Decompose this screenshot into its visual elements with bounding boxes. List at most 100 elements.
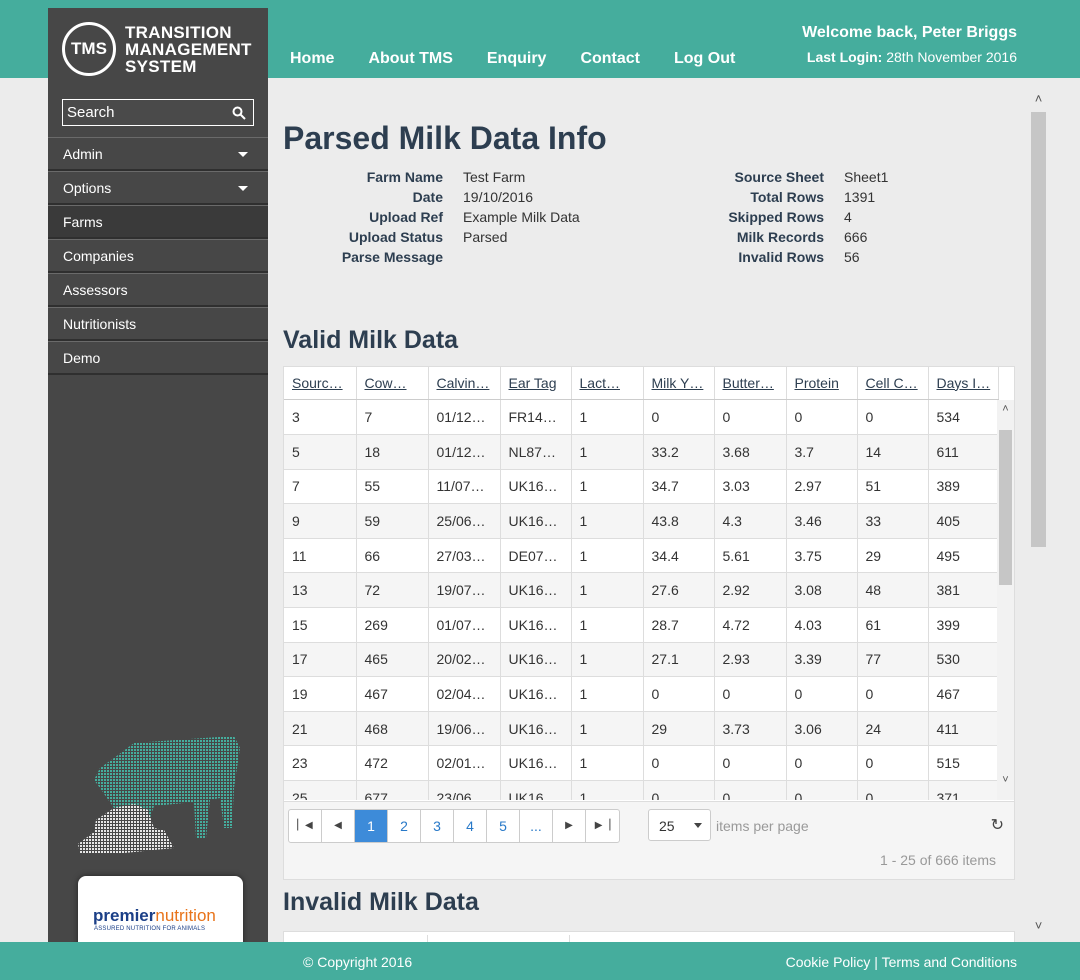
table-row[interactable]: 5 18 01/12… NL87… 1 33.2 3.68 3.7 14 611 (284, 434, 998, 470)
table-row[interactable]: 23 472 02/01… UK16… 1 0 0 0 0 515 (284, 745, 998, 782)
info-key: Source Sheet (734, 169, 824, 185)
table-cell: 59 (356, 503, 429, 539)
table-cell: UK16… (500, 642, 572, 678)
column-header[interactable]: Days I… (928, 367, 999, 400)
table-cell: 0 (643, 400, 715, 436)
table-row[interactable]: 15 269 01/07… UK16… 1 28.7 4.72 4.03 61 399 (284, 607, 998, 643)
search-input[interactable] (63, 100, 228, 125)
table-cell: 33 (857, 503, 929, 539)
tms-logo[interactable]: TMS TRANSITION MANAGEMENT SYSTEM (62, 22, 262, 82)
table-cell: 3 (284, 400, 357, 436)
sidebar-item-farms[interactable]: Farms (48, 205, 268, 239)
column-divider (569, 935, 570, 942)
nav-home[interactable]: Home (290, 50, 335, 67)
footer-separator: | (870, 954, 882, 970)
table-cell: 25 (284, 780, 357, 800)
table-cell: 515 (928, 745, 998, 782)
sidebar-item-label: Admin (63, 146, 103, 162)
sidebar-item-nutritionists[interactable]: Nutritionists (48, 307, 268, 341)
nav-enquiry[interactable]: Enquiry (486, 50, 547, 67)
pagination: ▏◀ ◀ 1 2 3 4 5 ... ▶ ▶▕ (288, 809, 620, 843)
column-header[interactable]: Sourc… (284, 367, 357, 400)
table-row[interactable]: 9 59 25/06… UK16… 1 43.8 4.3 3.46 33 405 (284, 503, 998, 539)
page-scroll-thumb[interactable] (1031, 112, 1046, 547)
column-header[interactable]: Ear Tag (500, 367, 572, 400)
column-header[interactable]: Cow… (356, 367, 429, 400)
prev-page-button[interactable]: ◀ (322, 810, 355, 842)
items-per-page-label: items per page (716, 818, 809, 834)
first-page-button[interactable]: ▏◀ (289, 810, 322, 842)
valid-data-title: Valid Milk Data (283, 326, 459, 354)
invalid-data-title: Invalid Milk Data (283, 888, 479, 916)
info-row: Date 19/10/2016 (283, 187, 580, 207)
page-button[interactable]: 1 (355, 810, 388, 842)
table-row[interactable]: 17 465 20/02… UK16… 1 27.1 2.93 3.39 77 530 (284, 642, 998, 678)
table-cell: 66 (356, 538, 429, 574)
page-title: Parsed Milk Data Info (283, 120, 607, 156)
column-header[interactable]: Lact… (571, 367, 644, 400)
column-header[interactable]: Cell C… (857, 367, 929, 400)
chevron-up-icon[interactable]: ˄ (1002, 403, 1009, 415)
cookie-policy-link[interactable]: Cookie Policy (785, 954, 871, 970)
page-button[interactable]: 3 (421, 810, 454, 842)
table-row[interactable]: 7 55 11/07… UK16… 1 34.7 3.03 2.97 51 389 (284, 469, 998, 505)
table-row[interactable]: 19 467 02/04… UK16… 1 0 0 0 0 467 (284, 676, 998, 712)
page-size-select[interactable]: 25 (648, 809, 711, 841)
column-header[interactable]: Calvin… (428, 367, 501, 400)
page-scrollbar[interactable]: ˄ ˅ (1030, 92, 1047, 932)
grid-scroll-thumb[interactable] (999, 430, 1012, 585)
table-cell: 0 (714, 676, 787, 712)
table-cell: 20/02… (428, 642, 501, 678)
page-button[interactable]: 2 (388, 810, 421, 842)
info-value: Parsed (463, 229, 508, 245)
table-row[interactable]: 3 7 01/12… FR14… 1 0 0 0 0 534 (284, 400, 998, 436)
more-pages-button[interactable]: ... (520, 810, 553, 842)
table-cell: 0 (786, 745, 858, 782)
column-header[interactable]: Milk Y… (643, 367, 715, 400)
nav-contact[interactable]: Contact (580, 50, 640, 67)
column-header[interactable]: Butter… (714, 367, 787, 400)
table-cell: 29 (643, 711, 715, 747)
info-value: Sheet1 (844, 169, 889, 185)
refresh-icon[interactable]: ↻ (990, 817, 1004, 834)
page-size-value: 25 (659, 818, 675, 834)
table-cell: 389 (928, 469, 998, 505)
chevron-down-icon[interactable]: ˅ (1002, 774, 1009, 786)
info-value: 1391 (844, 189, 876, 205)
info-value: 56 (844, 249, 860, 265)
page-button[interactable]: 4 (454, 810, 487, 842)
table-cell: 19/07… (428, 572, 501, 609)
sidebar-item-options[interactable]: Options (48, 171, 268, 205)
main-content: Parsed Milk Data Info Farm Name Test Farm… (268, 78, 1048, 942)
search-icon[interactable] (232, 106, 246, 120)
table-cell: 2.93 (714, 642, 787, 678)
table-row[interactable]: 11 66 27/03… DE07… 1 34.4 5.61 3.75 29 495 (284, 538, 998, 574)
table-cell: 34.7 (643, 469, 715, 505)
table-cell: 269 (356, 607, 429, 643)
logo-line-3: SYSTEM (125, 57, 197, 76)
nav-logout[interactable]: Log Out (674, 50, 736, 67)
table-cell: 27/03… (428, 538, 501, 574)
table-cell: 13 (284, 572, 357, 609)
column-header[interactable]: Protein (786, 367, 858, 400)
page-button[interactable]: 5 (487, 810, 520, 842)
table-cell: 381 (928, 572, 998, 609)
sidebar-item-admin[interactable]: Admin (48, 137, 268, 171)
valid-grid-body[interactable]: 3 7 01/12… FR14… 1 0 0 0 0 534 5 18 01/12… NL87… 1 33.2… (284, 400, 998, 800)
sidebar-item-assessors[interactable]: Assessors (48, 273, 268, 307)
next-page-button[interactable]: ▶ (553, 810, 586, 842)
terms-link[interactable]: Terms and Conditions (881, 954, 1017, 970)
sidebar-search (62, 99, 254, 126)
tms-logo-text: TRANSITION MANAGEMENT SYSTEM (125, 24, 252, 75)
nav-about[interactable]: About TMS (368, 50, 453, 67)
sidebar-item-companies[interactable]: Companies (48, 239, 268, 273)
chevron-down-icon[interactable]: ˅ (1034, 918, 1043, 933)
sidebar-item-demo[interactable]: Demo (48, 341, 268, 375)
last-page-button[interactable]: ▶▕ (594, 820, 611, 831)
table-row[interactable]: 21 468 19/06… UK16… 1 29 3.73 3.06 24 411 (284, 711, 998, 747)
table-row[interactable]: 13 72 19/07… UK16… 1 27.6 2.92 3.08 48 381 (284, 572, 998, 609)
chevron-up-icon[interactable]: ˄ (1034, 91, 1043, 106)
table-row[interactable]: 25 677 23/06… UK16… 1 0 0 0 0 371 (284, 780, 998, 800)
grid-scrollbar[interactable]: ˄ ˅ (997, 400, 1014, 800)
table-cell: 5.61 (714, 538, 787, 574)
